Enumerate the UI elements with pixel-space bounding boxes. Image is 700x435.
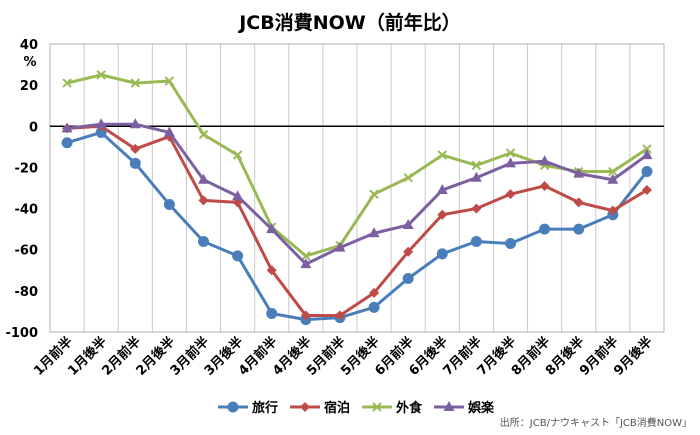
series-point-1 xyxy=(402,273,414,285)
series-point-3 xyxy=(403,173,413,183)
series-point-2 xyxy=(471,203,482,214)
series-point-3 xyxy=(198,129,209,140)
series-point-4 xyxy=(198,173,209,184)
series-point-2 xyxy=(403,246,414,257)
series-point-4 xyxy=(61,122,73,133)
y-tick-label: -100 xyxy=(5,326,38,341)
series-point-1 xyxy=(129,157,141,169)
y-tick-label: 0 xyxy=(29,120,38,135)
y-tick-label: -60 xyxy=(15,244,39,259)
legend-marker-3 xyxy=(372,402,382,412)
legend-label-3: 外食 xyxy=(395,400,423,416)
series-point-1 xyxy=(539,223,551,235)
legend-marker-1 xyxy=(227,401,239,413)
x-tick-label: 9月後半 xyxy=(610,334,655,379)
series-point-1 xyxy=(163,198,175,210)
series-point-3 xyxy=(369,189,379,199)
series-point-4 xyxy=(470,171,482,182)
series-point-2 xyxy=(334,310,345,321)
series-point-1 xyxy=(266,307,278,319)
series-point-3 xyxy=(471,160,482,171)
series-point-4 xyxy=(163,126,175,137)
series-point-3 xyxy=(642,144,652,154)
series-point-1 xyxy=(641,166,653,178)
series-point-2 xyxy=(505,189,516,200)
legend-label-1: 旅行 xyxy=(252,400,278,416)
series-point-2 xyxy=(130,143,141,154)
series-point-1 xyxy=(505,238,516,250)
series-point-2 xyxy=(369,287,380,298)
source-note: 出所：JCB/ナウキャスト「JCB消費NOW」 xyxy=(499,418,692,429)
series-point-3 xyxy=(96,70,106,80)
series-point-4 xyxy=(505,157,516,168)
series-point-1 xyxy=(368,301,380,313)
series-line-3 xyxy=(66,73,648,258)
y-axis-unit-label: % xyxy=(23,55,36,70)
plot-frame xyxy=(49,43,665,333)
series-point-3 xyxy=(301,251,311,261)
series-point-3 xyxy=(62,78,72,88)
series-line-1 xyxy=(66,130,649,322)
series-point-2 xyxy=(300,310,311,321)
series-point-4 xyxy=(402,219,414,230)
series-point-1 xyxy=(232,250,244,262)
series-point-4 xyxy=(232,190,244,201)
series-line-4 xyxy=(66,122,648,266)
y-tick-label: -40 xyxy=(15,203,39,218)
chart-title: JCB消費NOW（前年比） xyxy=(239,12,461,34)
series-point-2 xyxy=(198,195,209,206)
legend-label-2: 宿泊 xyxy=(324,400,350,416)
series-point-3 xyxy=(164,76,175,86)
series-point-4 xyxy=(641,149,653,160)
series-point-4 xyxy=(95,118,107,129)
legend-label-4: 娯楽 xyxy=(468,400,495,416)
series-point-4 xyxy=(368,227,380,238)
series-point-4 xyxy=(539,155,551,166)
series-point-2 xyxy=(437,209,448,220)
series-point-3 xyxy=(130,78,140,88)
series-point-1 xyxy=(436,248,448,260)
series-point-3 xyxy=(505,148,516,158)
series-point-1 xyxy=(198,235,209,247)
series-point-4 xyxy=(436,184,448,195)
y-tick-label: 40 xyxy=(20,38,38,53)
legend-marker-2 xyxy=(300,402,310,412)
series-point-4 xyxy=(573,167,585,178)
series-point-1 xyxy=(573,223,585,235)
legend-marker-4 xyxy=(443,401,455,411)
series-point-4 xyxy=(129,118,141,129)
series-point-1 xyxy=(61,137,73,149)
series-point-2 xyxy=(573,197,584,208)
y-tick-label: -80 xyxy=(15,285,39,300)
series-point-3 xyxy=(437,150,447,160)
series-line-2 xyxy=(66,124,648,318)
series-point-4 xyxy=(607,173,619,184)
series-point-1 xyxy=(470,235,482,247)
series-point-3 xyxy=(232,150,243,160)
series-point-2 xyxy=(266,265,277,276)
series-point-2 xyxy=(641,185,652,196)
y-tick-label: 20 xyxy=(20,79,38,94)
series-point-4 xyxy=(266,223,278,234)
y-tick-label: -20 xyxy=(15,161,39,176)
series-point-4 xyxy=(300,258,312,269)
series-point-4 xyxy=(334,241,346,252)
series-point-3 xyxy=(608,166,618,177)
series-point-2 xyxy=(539,180,550,191)
series-point-2 xyxy=(607,205,618,216)
